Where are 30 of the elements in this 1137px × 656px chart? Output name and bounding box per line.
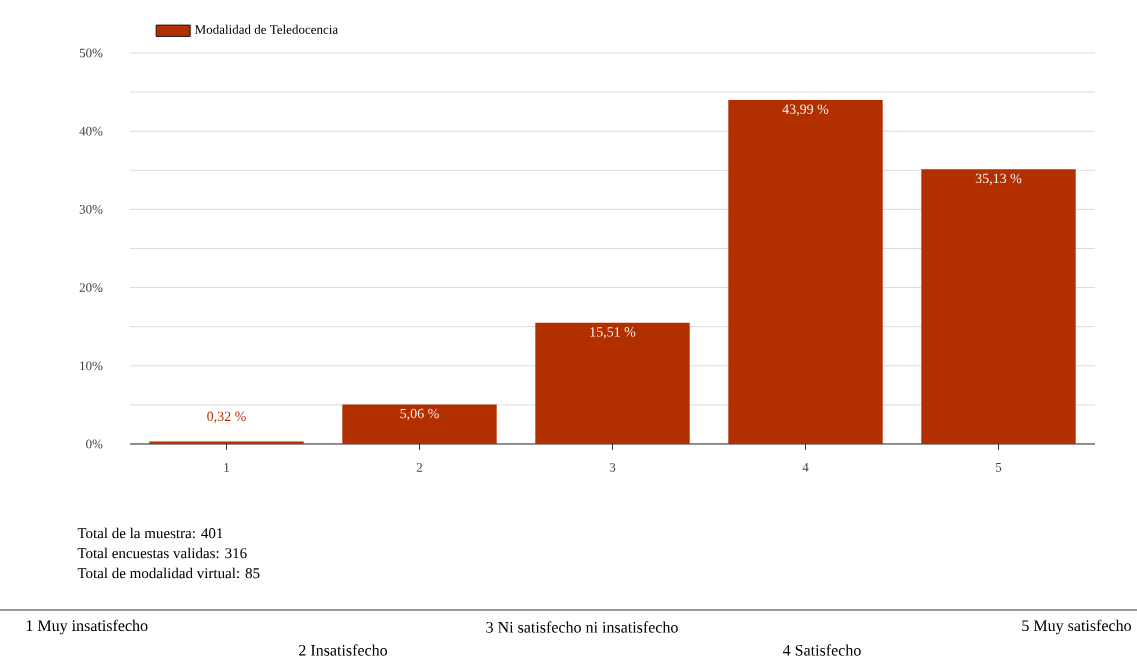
text: 43,99 % [782,104,829,116]
text: 35,13 % [975,173,1022,186]
y-tick-label: 50% [79,48,103,58]
bar [342,404,497,444]
bar [149,441,304,444]
x-tick-label: 2 [416,463,423,472]
text: 5 Muy satisfecho [1022,619,1132,635]
bar [728,99,883,444]
x-tick-label: 3 [609,463,616,472]
text: 5,06 % [400,408,439,421]
y-tick-label: 0% [86,439,103,449]
text: 2 Insatisfecho [299,644,388,656]
x-tick-label: 1 [224,463,229,472]
text: Total de la muestra: 401 [77,527,223,539]
text: 3 Ni satisfecho ni insatisfecho [486,621,678,633]
y-tick-label: 20% [79,283,103,292]
x-tick-label: 5 [996,463,1002,472]
x-tick-label: 4 [802,463,809,472]
bar [535,322,690,444]
y-tick-label: 10% [80,361,103,371]
y-tick-label: 30% [79,205,103,214]
bar [921,169,1076,444]
y-tick-label: 40% [79,126,103,136]
text: 4 Satisfecho [782,644,861,656]
text: Total encuestas validas: 316 [77,547,247,559]
text: 15,51 % [590,327,636,339]
legend-label: Modalidad de Teledocencia [195,24,338,34]
text: 1 Muy insatisfecho [26,619,148,635]
text: 0,32 % [207,411,246,424]
text: Total de modalidad virtual: 85 [77,567,260,579]
